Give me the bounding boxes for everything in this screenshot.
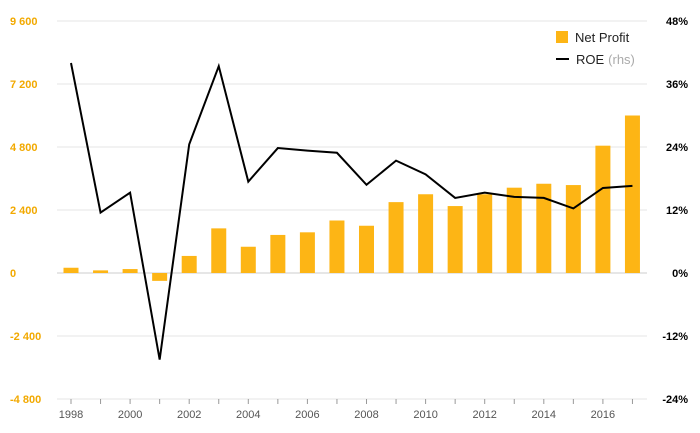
bar-net-profit <box>152 273 168 281</box>
y-right-tick-label: 36% <box>666 79 688 91</box>
y-left-tick-label: -2 400 <box>10 331 41 343</box>
legend-item-roe: ROE (rhs) <box>556 48 635 70</box>
y-left-tick-label: -4 800 <box>10 394 41 406</box>
x-tick-label: 1998 <box>59 409 83 421</box>
y-right-tick-label: -24% <box>662 394 688 406</box>
y-right-tick-label: 24% <box>666 142 688 154</box>
bar-net-profit <box>270 234 286 273</box>
y-left-tick-label: 0 <box>10 268 16 280</box>
legend-item-net-profit: Net Profit <box>556 26 635 48</box>
bar-net-profit <box>240 246 256 273</box>
legend-label-net-profit: Net Profit <box>575 29 630 45</box>
x-tick-label: 2006 <box>295 409 319 421</box>
x-tick-label: 2008 <box>354 409 378 421</box>
bar-net-profit <box>93 270 109 273</box>
bar-net-profit <box>565 185 581 273</box>
bar-net-profit <box>329 220 345 273</box>
bar-net-profit <box>388 202 404 273</box>
bar-net-profit <box>63 267 79 273</box>
x-tick-label: 2014 <box>532 409 556 421</box>
x-tick-label: 2000 <box>118 409 142 421</box>
bar-net-profit <box>181 255 197 273</box>
x-tick-label: 2004 <box>236 409 260 421</box>
bar-net-profit <box>477 194 493 273</box>
bar-net-profit <box>359 225 374 273</box>
legend-swatch-roe <box>556 58 569 60</box>
y-left-tick-label: 9 600 <box>10 16 38 28</box>
legend-label-roe: ROE <box>576 51 605 67</box>
bar-net-profit <box>624 115 640 273</box>
legend-swatch-net-profit <box>556 31 568 43</box>
x-tick-label: 2012 <box>472 409 496 421</box>
y-right-tick-label: -12% <box>662 331 688 343</box>
y-left-tick-label: 2 400 <box>10 205 38 217</box>
line-roe <box>70 62 633 360</box>
legend: Net Profit ROE (rhs) <box>556 26 635 70</box>
bar-net-profit <box>122 269 138 273</box>
bar-net-profit <box>299 232 315 273</box>
y-left-tick-label: 4 800 <box>10 142 38 154</box>
bar-net-profit <box>595 145 611 273</box>
x-tick-label: 2016 <box>591 409 615 421</box>
legend-note-rhs: (rhs) <box>608 51 635 67</box>
y-left-tick-label: 7 200 <box>10 79 38 91</box>
x-tick-label: 2010 <box>413 409 437 421</box>
bar-net-profit <box>418 194 434 273</box>
y-right-tick-label: 12% <box>666 205 688 217</box>
bar-net-profit <box>506 187 522 273</box>
bar-net-profit <box>211 228 227 273</box>
y-right-tick-label: 48% <box>666 16 688 28</box>
y-right-tick-label: 0% <box>672 268 688 280</box>
x-tick-label: 2002 <box>177 409 201 421</box>
bar-net-profit <box>536 183 552 273</box>
bar-net-profit <box>447 206 463 273</box>
